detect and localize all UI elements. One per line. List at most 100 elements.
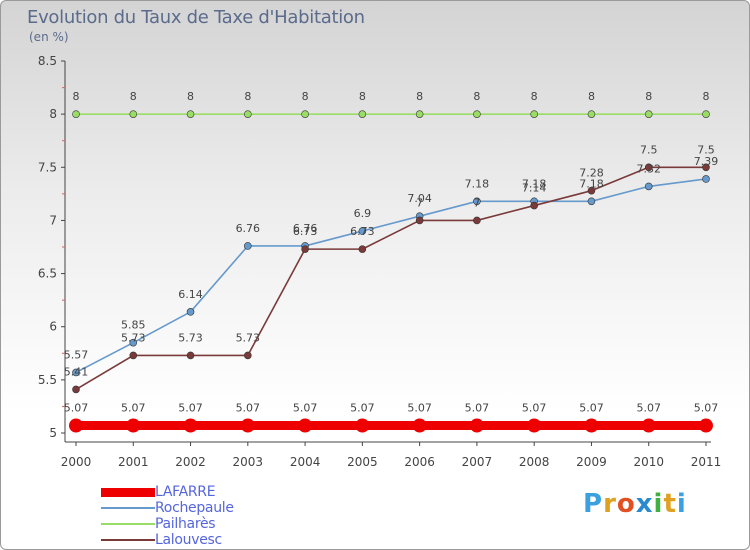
logo-letter: r	[603, 489, 617, 519]
data-point-0-5	[355, 418, 370, 433]
data-point-0-11	[699, 418, 713, 433]
data-label-1-10: 7.32	[636, 162, 661, 175]
data-label-3-5: 6.73	[350, 225, 375, 238]
data-point-2-0	[72, 110, 80, 118]
data-point-2-5	[358, 110, 367, 118]
data-label-1-2: 6.14	[178, 288, 203, 301]
x-tick-label: 2008	[519, 455, 550, 469]
data-label-2-4: 8	[302, 90, 309, 103]
data-label-1-7: 7.18	[465, 177, 490, 190]
data-point-0-4	[298, 418, 313, 433]
data-point-3-9	[587, 186, 596, 195]
data-label-1-4: 6.76	[293, 222, 318, 235]
data-point-3-6	[415, 216, 424, 225]
data-label-0-8: 5.07	[522, 402, 547, 415]
data-point-2-3	[244, 110, 252, 118]
y-tick-label: 7.5	[38, 160, 57, 174]
data-label-2-10: 8	[645, 90, 652, 103]
data-label-2-9: 8	[588, 90, 595, 103]
y-tick-label: 5	[49, 426, 57, 440]
data-label-0-4: 5.07	[293, 402, 318, 415]
data-label-0-0: 5.07	[64, 402, 89, 415]
data-point-0-9	[584, 418, 599, 433]
y-tick-label: 8	[49, 107, 57, 121]
data-point-2-10	[644, 110, 653, 118]
data-point-1-2	[186, 308, 195, 316]
data-point-0-10	[641, 418, 656, 433]
data-point-3-4	[301, 245, 309, 253]
data-label-0-3: 5.07	[236, 402, 261, 415]
data-label-2-0: 8	[73, 90, 80, 103]
data-point-2-1	[129, 110, 138, 118]
data-point-3-1	[129, 351, 138, 360]
data-label-3-0: 5.41	[64, 365, 89, 378]
logo-letter: i	[653, 489, 664, 519]
logo-letter: x	[635, 489, 654, 519]
x-tick-label: 2010	[633, 455, 664, 469]
data-point-3-7	[473, 216, 481, 225]
chart-title: Evolution du Taux de Taxe d'Habitation	[27, 7, 365, 28]
x-tick-label: 2005	[347, 455, 378, 469]
data-point-1-7	[473, 197, 481, 206]
legend-swatch	[101, 523, 155, 525]
y-tick-label: 8.5	[38, 54, 57, 68]
data-label-0-11: 5.07	[694, 402, 719, 415]
data-point-2-9	[587, 110, 596, 118]
data-point-3-3	[244, 351, 252, 360]
y-tick-label: 6.5	[38, 267, 57, 281]
series-line-3	[75, 166, 706, 391]
data-point-1-10	[644, 182, 653, 191]
data-point-0-3	[240, 418, 255, 433]
logo-letter: i	[676, 489, 687, 519]
data-label-3-1: 5.73	[121, 331, 146, 344]
data-label-2-2: 8	[187, 90, 194, 103]
legend-label: Pailharès	[155, 516, 216, 532]
data-point-1-11	[702, 175, 710, 183]
data-point-3-8	[530, 201, 538, 210]
data-label-3-7: 7	[473, 196, 480, 209]
data-label-2-1: 8	[130, 90, 137, 103]
data-point-0-1	[126, 418, 141, 433]
data-label-1-11: 7.39	[694, 155, 719, 168]
legend-swatch	[101, 507, 155, 509]
data-label-1-0: 5.57	[64, 348, 89, 361]
data-label-3-2: 5.73	[178, 331, 203, 344]
legend-label: Rochepaule	[155, 500, 234, 516]
data-point-3-5	[358, 245, 367, 253]
y-tick-label: 5.5	[38, 373, 57, 387]
data-point-0-2	[183, 418, 198, 433]
logo-letter: t	[663, 489, 677, 519]
data-point-1-0	[72, 368, 80, 377]
data-label-0-6: 5.07	[407, 402, 432, 415]
y-tick-label: 6	[49, 320, 57, 334]
data-point-3-11	[702, 163, 710, 172]
data-label-3-11: 7.5	[697, 143, 715, 156]
legend-label: Lalouvesc	[155, 532, 222, 548]
data-label-1-3: 6.76	[236, 222, 261, 235]
series-line-1	[75, 178, 707, 374]
data-point-0-7	[469, 418, 484, 433]
x-tick-label: 2001	[118, 455, 149, 469]
data-label-2-6: 8	[416, 90, 423, 103]
data-label-0-7: 5.07	[465, 402, 490, 415]
x-tick-label: 2007	[462, 455, 493, 469]
data-point-3-0	[72, 385, 80, 394]
data-label-2-7: 8	[473, 90, 480, 103]
data-label-0-2: 5.07	[178, 402, 203, 415]
data-point-2-8	[530, 110, 538, 118]
x-tick-label: 2006	[404, 455, 435, 469]
data-label-3-6: 7	[416, 196, 423, 209]
data-point-1-3	[244, 242, 252, 250]
data-point-0-8	[527, 418, 542, 433]
data-label-1-6: 7.04	[407, 192, 432, 205]
data-label-0-10: 5.07	[636, 402, 661, 415]
data-label-0-5: 5.07	[350, 402, 375, 415]
legend-label: LAFARRE	[155, 484, 216, 500]
x-tick-label: 2011	[691, 455, 722, 469]
data-label-1-9: 7.18	[579, 177, 604, 190]
data-point-2-2	[186, 110, 195, 118]
data-label-1-5: 6.9	[354, 207, 372, 220]
data-label-2-11: 8	[703, 90, 710, 103]
x-tick-label: 2000	[61, 455, 92, 469]
